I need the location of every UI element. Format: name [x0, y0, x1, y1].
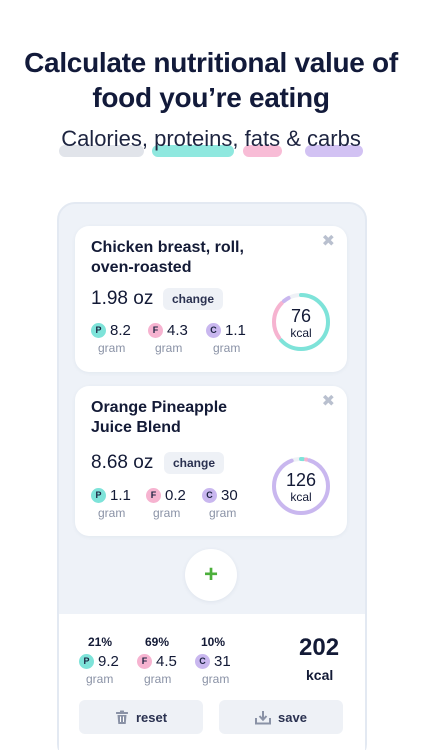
kcal-value: 126 — [285, 470, 317, 490]
plus-icon: + — [203, 561, 218, 588]
carbs-badge: C — [195, 654, 210, 669]
subline: Calories, proteins, fats & carbs — [0, 124, 422, 157]
headline: Calculate nutritional value of food you’… — [24, 47, 398, 113]
fat-unit: gram — [144, 672, 172, 686]
proteins-word: proteins — [152, 124, 235, 157]
total-protein: P 9.2 gram — [79, 653, 129, 686]
fat-value: 0.2 — [165, 487, 186, 504]
protein-unit: gram — [98, 506, 126, 520]
kcal-value: 76 — [290, 306, 312, 326]
calories-word: Calories — [59, 124, 144, 157]
fat-badge: F — [137, 654, 152, 669]
food-name: Orange Pineapple Juice Blend — [91, 399, 228, 436]
protein-badge: P — [91, 488, 106, 503]
protein-percent: 21% — [88, 635, 113, 649]
carbs-macro: C 1.1 gram — [206, 322, 256, 355]
total-kcal-unit: kcal — [306, 667, 334, 683]
fats-word: fats — [242, 124, 283, 157]
protein-value: 1.1 — [110, 487, 131, 504]
fat-macro: F 4.3 gram — [148, 322, 198, 355]
carbs-unit: gram — [209, 506, 237, 520]
add-food-button[interactable]: + — [185, 549, 237, 601]
reset-label: reset — [135, 709, 168, 725]
protein-macro: P 1.1 gram — [91, 487, 141, 520]
carbs-macro: C 30 gram — [202, 487, 252, 520]
ring-segment-protein — [272, 293, 330, 351]
close-icon[interactable]: ✖ — [321, 233, 335, 250]
total-kcal-value: 202 — [299, 634, 340, 661]
save-label: save — [278, 709, 307, 725]
ring-segment-fat — [272, 293, 330, 351]
fat-percent: 69% — [145, 635, 170, 649]
fat-badge: F — [146, 488, 161, 503]
kcal-unit: kcal — [290, 326, 312, 340]
change-button[interactable]: change — [163, 288, 224, 310]
download-icon — [255, 710, 272, 724]
carbs-value: 31 — [214, 653, 231, 670]
fat-unit: gram — [153, 506, 181, 520]
change-button[interactable]: change — [164, 452, 225, 474]
kcal-ring — [272, 293, 330, 351]
kcal-ring — [272, 457, 330, 515]
carbs-badge: C — [206, 323, 221, 338]
protein-badge: P — [91, 323, 106, 338]
food-card: ✖ Chicken breast, roll, oven-roasted 1.9… — [75, 226, 347, 372]
food-card: ✖ Orange Pineapple Juice Blend 8.68 oz c… — [75, 386, 347, 536]
ring-segment-protein — [272, 457, 330, 515]
protein-badge: P — [79, 654, 94, 669]
fat-macro: F 0.2 gram — [146, 487, 196, 520]
carbs-unit: gram — [202, 672, 230, 686]
kcal-unit: kcal — [290, 490, 312, 504]
protein-value: 8.2 — [110, 322, 131, 339]
fat-value: 4.5 — [156, 653, 177, 670]
carbs-value: 30 — [221, 487, 238, 504]
carbs-badge: C — [202, 488, 217, 503]
food-quantity: 1.98 oz — [91, 288, 154, 309]
food-quantity: 8.68 oz — [91, 452, 154, 473]
carbs-value: 1.1 — [225, 322, 246, 339]
carbs-percent: 10% — [201, 635, 226, 649]
fat-unit: gram — [155, 341, 183, 355]
carbs-word: carbs — [305, 124, 363, 157]
protein-macro: P 8.2 gram — [91, 322, 141, 355]
protein-unit: gram — [86, 672, 114, 686]
protein-value: 9.2 — [98, 653, 119, 670]
fat-badge: F — [148, 323, 163, 338]
food-name: Chicken breast, roll, oven-roasted — [91, 239, 244, 276]
total-fat: F 4.5 gram — [137, 653, 187, 686]
protein-unit: gram — [98, 341, 126, 355]
total-carbs: C 31 gram — [195, 653, 245, 686]
carbs-unit: gram — [213, 341, 241, 355]
fat-value: 4.3 — [167, 322, 188, 339]
close-icon[interactable]: ✖ — [321, 393, 335, 410]
ring-segment-carbs — [272, 457, 330, 515]
reset-button[interactable]: reset — [79, 700, 203, 734]
trash-icon — [115, 710, 128, 724]
save-button[interactable]: save — [219, 700, 343, 734]
